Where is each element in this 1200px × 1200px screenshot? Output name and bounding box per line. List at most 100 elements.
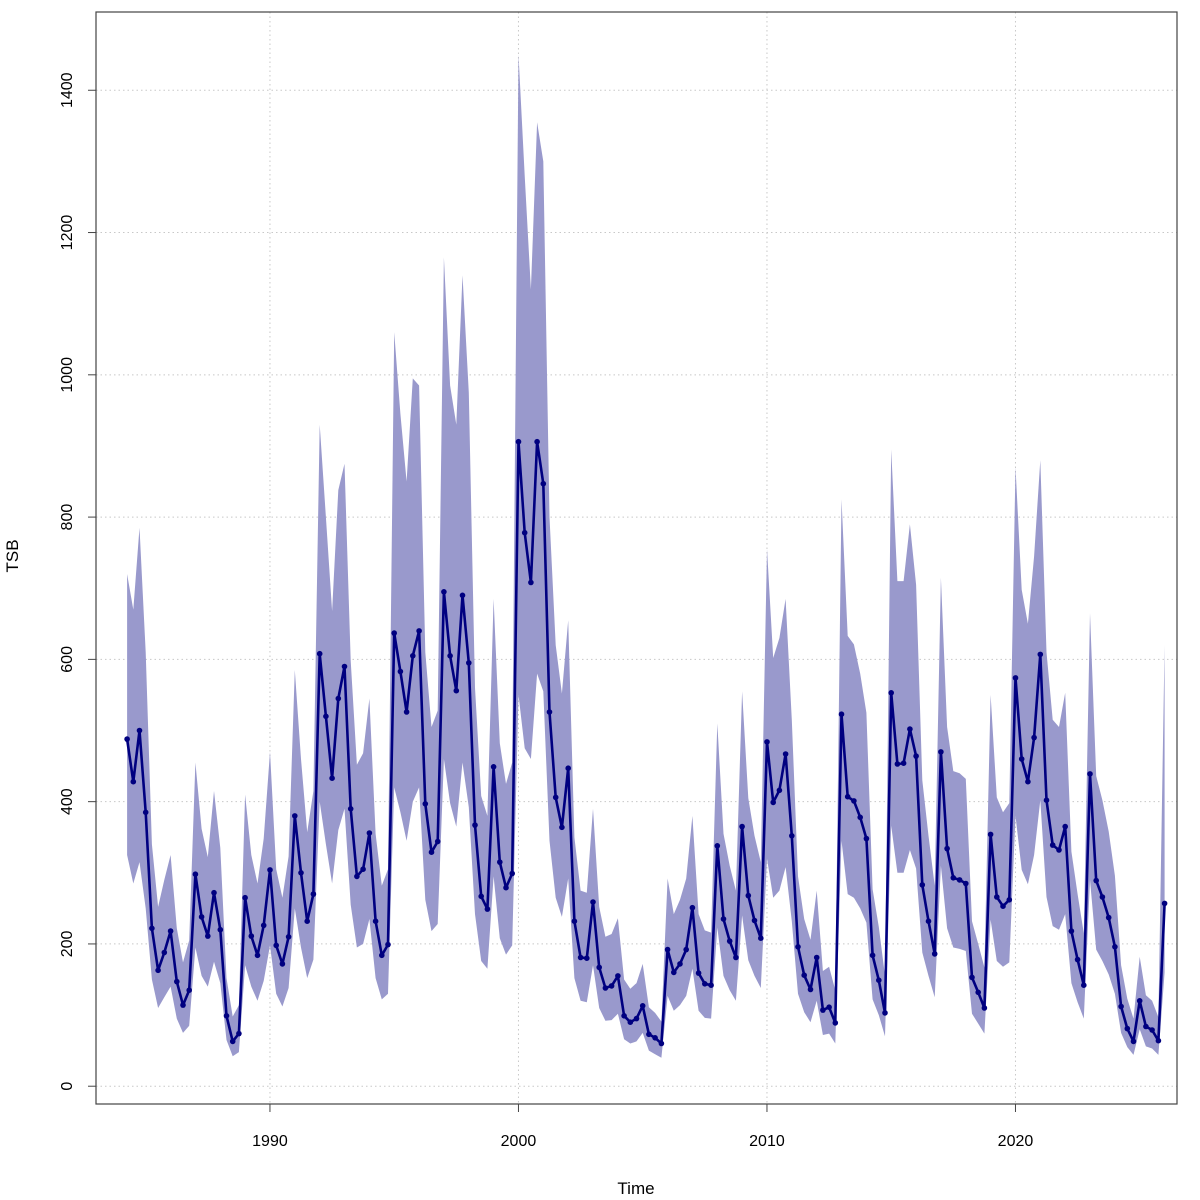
data-point-63 (515, 438, 522, 445)
data-point-125 (900, 760, 907, 766)
y-tick-label-1400: 1400 (59, 72, 76, 108)
data-point-7 (167, 928, 174, 934)
data-point-117 (851, 798, 857, 804)
data-point-4 (149, 925, 155, 932)
data-point-157 (1099, 894, 1106, 900)
data-point-70 (559, 824, 565, 831)
x-tick-label-2000: 2000 (501, 1133, 537, 1150)
data-point-57 (478, 893, 485, 900)
data-point-126 (907, 726, 913, 732)
data-point-84 (646, 1031, 652, 1038)
data-point-106 (782, 751, 789, 757)
data-point-39 (366, 830, 373, 836)
data-point-25 (279, 961, 286, 967)
data-point-66 (534, 438, 540, 445)
data-point-113 (826, 1004, 832, 1010)
data-point-158 (1105, 914, 1112, 921)
data-point-14 (211, 889, 217, 896)
data-point-72 (571, 918, 578, 924)
data-point-16 (223, 1013, 230, 1019)
data-point-139 (987, 831, 994, 838)
data-point-164 (1143, 1023, 1149, 1030)
data-point-20 (248, 933, 255, 939)
data-point-33 (329, 775, 335, 781)
data-point-40 (372, 918, 379, 924)
data-point-71 (565, 765, 571, 771)
data-point-18 (236, 1030, 242, 1037)
x-tick-label-2010: 2010 (749, 1133, 785, 1150)
data-point-0 (124, 736, 130, 742)
data-point-107 (789, 833, 795, 839)
data-point-43 (391, 630, 398, 636)
y-axis-title: TSB (3, 539, 22, 572)
data-point-160 (1118, 1003, 1124, 1010)
data-point-99 (739, 823, 745, 830)
data-point-32 (323, 713, 329, 720)
data-point-134 (956, 877, 963, 883)
data-point-28 (298, 870, 304, 876)
data-point-94 (708, 982, 714, 988)
data-point-73 (577, 954, 584, 961)
data-point-19 (242, 894, 248, 901)
data-point-112 (820, 1007, 826, 1013)
tsb-series-points (124, 438, 1168, 1047)
data-point-30 (310, 891, 317, 897)
data-point-142 (1006, 897, 1013, 903)
data-point-10 (186, 987, 192, 993)
data-point-154 (1081, 982, 1087, 988)
data-point-65 (528, 579, 534, 586)
data-point-137 (975, 989, 981, 996)
data-point-80 (621, 1013, 627, 1019)
data-point-86 (658, 1040, 665, 1047)
data-point-114 (832, 1020, 839, 1026)
data-point-62 (509, 870, 515, 877)
data-point-121 (876, 977, 882, 983)
data-point-23 (267, 867, 273, 873)
data-point-8 (174, 978, 180, 985)
data-point-152 (1068, 928, 1075, 934)
data-point-122 (882, 1010, 888, 1016)
data-point-89 (677, 961, 683, 967)
data-point-143 (1012, 675, 1019, 681)
data-point-34 (335, 695, 342, 702)
data-point-85 (652, 1035, 658, 1041)
data-point-45 (403, 709, 410, 715)
data-point-132 (944, 845, 950, 852)
data-point-55 (466, 660, 472, 666)
data-point-50 (434, 838, 441, 845)
data-point-47 (416, 628, 422, 634)
x-tick-label-2020: 2020 (998, 1133, 1034, 1150)
data-point-44 (397, 668, 404, 675)
data-point-1 (130, 778, 137, 785)
data-point-147 (1037, 651, 1044, 658)
data-point-92 (695, 970, 702, 976)
data-point-150 (1056, 847, 1062, 853)
data-point-77 (602, 985, 609, 991)
data-point-141 (1000, 903, 1006, 909)
data-point-145 (1025, 778, 1031, 785)
data-point-127 (913, 753, 919, 759)
data-point-29 (304, 918, 311, 924)
data-point-46 (410, 653, 416, 659)
data-point-13 (205, 933, 211, 939)
data-point-166 (1155, 1037, 1162, 1044)
x-axis: 1990 2000 2010 2020 (252, 1104, 1033, 1150)
data-point-146 (1031, 734, 1037, 741)
data-point-156 (1093, 877, 1099, 884)
data-point-42 (385, 941, 391, 948)
data-point-140 (994, 894, 1000, 900)
data-point-105 (776, 787, 783, 794)
data-point-133 (950, 875, 957, 881)
data-point-101 (751, 917, 758, 924)
data-point-104 (770, 799, 776, 806)
data-point-111 (813, 954, 820, 961)
data-point-27 (292, 813, 298, 819)
data-point-131 (938, 749, 944, 755)
data-point-67 (540, 480, 547, 487)
data-point-12 (198, 914, 205, 920)
data-point-100 (745, 892, 752, 899)
tsb-series-line (125, 440, 1166, 1045)
data-point-103 (764, 739, 770, 745)
data-point-61 (503, 884, 509, 891)
data-point-68 (546, 709, 553, 715)
